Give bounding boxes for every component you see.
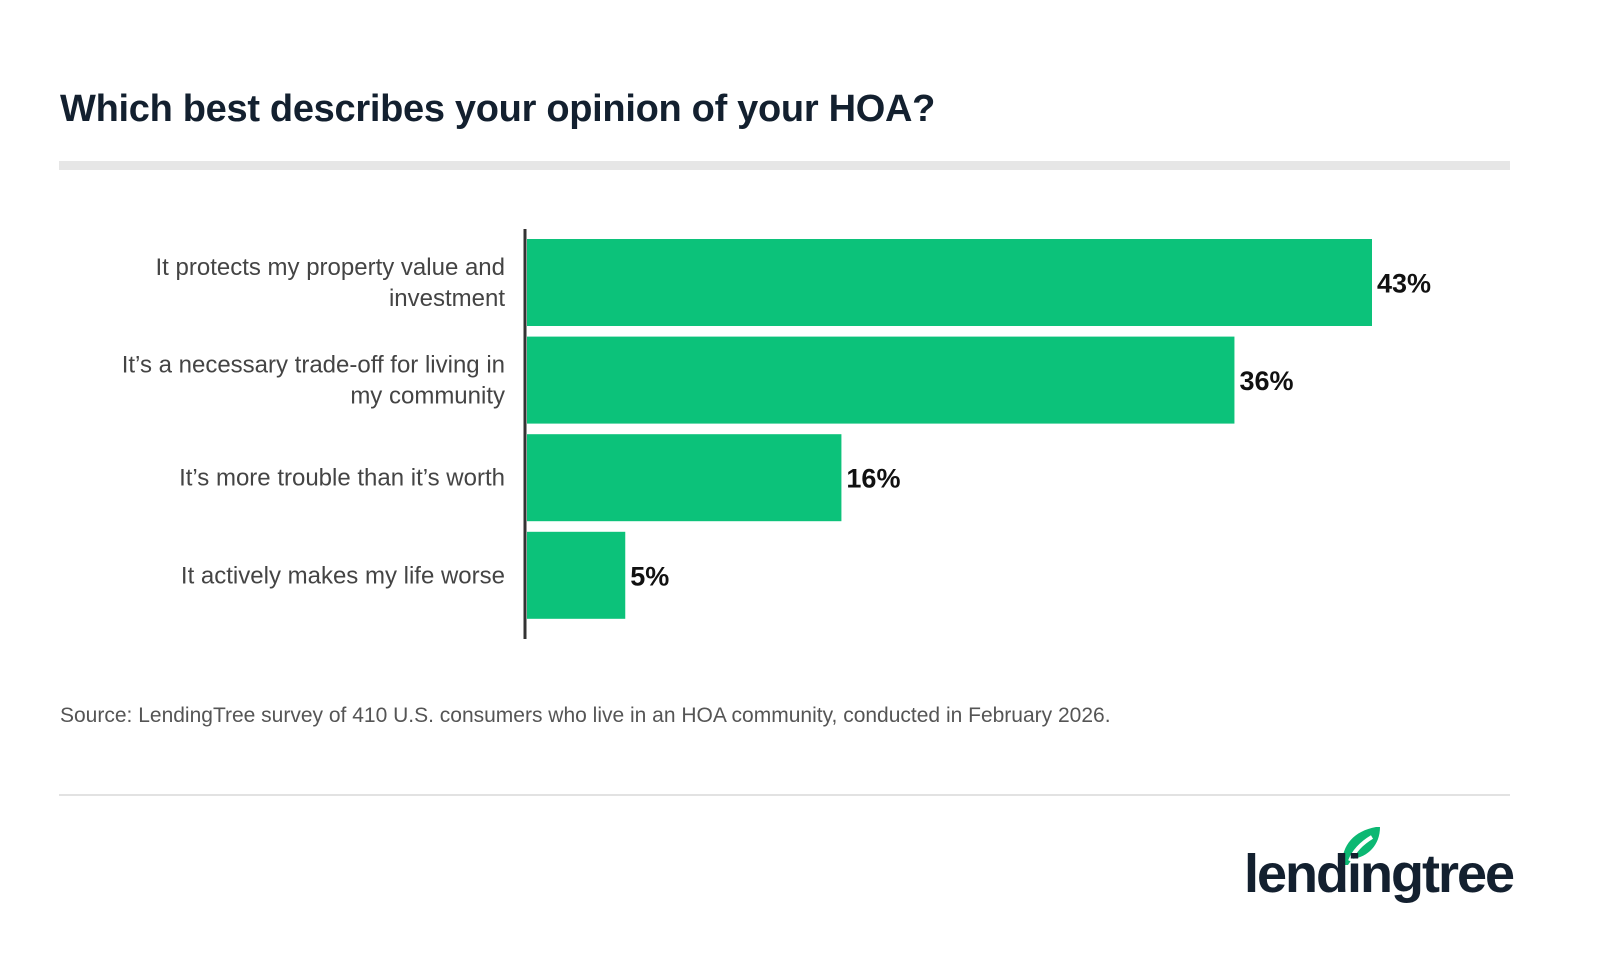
- bar: [527, 531, 626, 619]
- source-note: Source: LendingTree survey of 410 U.S. c…: [60, 704, 1111, 727]
- value-label: 36%: [1239, 366, 1293, 396]
- value-label: 5%: [630, 561, 669, 591]
- bar: [527, 336, 1235, 424]
- category-label: It’s a necessary trade-off for living in: [122, 352, 505, 379]
- value-label: 43%: [1377, 269, 1431, 299]
- value-label: 16%: [846, 464, 900, 494]
- category-label: It actively makes my life worse: [181, 562, 505, 589]
- bar: [527, 434, 842, 522]
- category-label: investment: [389, 285, 505, 312]
- category-label: my community: [350, 383, 505, 410]
- footer-divider: [59, 794, 1510, 796]
- leaf-icon: [1342, 827, 1380, 865]
- chart-title: Which best describes your opinion of you…: [60, 88, 936, 130]
- category-label: It’s more trouble than it’s worth: [179, 465, 505, 492]
- category-label: It protects my property value and: [156, 254, 506, 281]
- bar: [527, 239, 1372, 326]
- title-divider: [59, 161, 1510, 170]
- bar-chart: 43% It protects my property value and inve…: [122, 229, 1431, 639]
- logo-wordmark: lendingtree: [1244, 844, 1515, 904]
